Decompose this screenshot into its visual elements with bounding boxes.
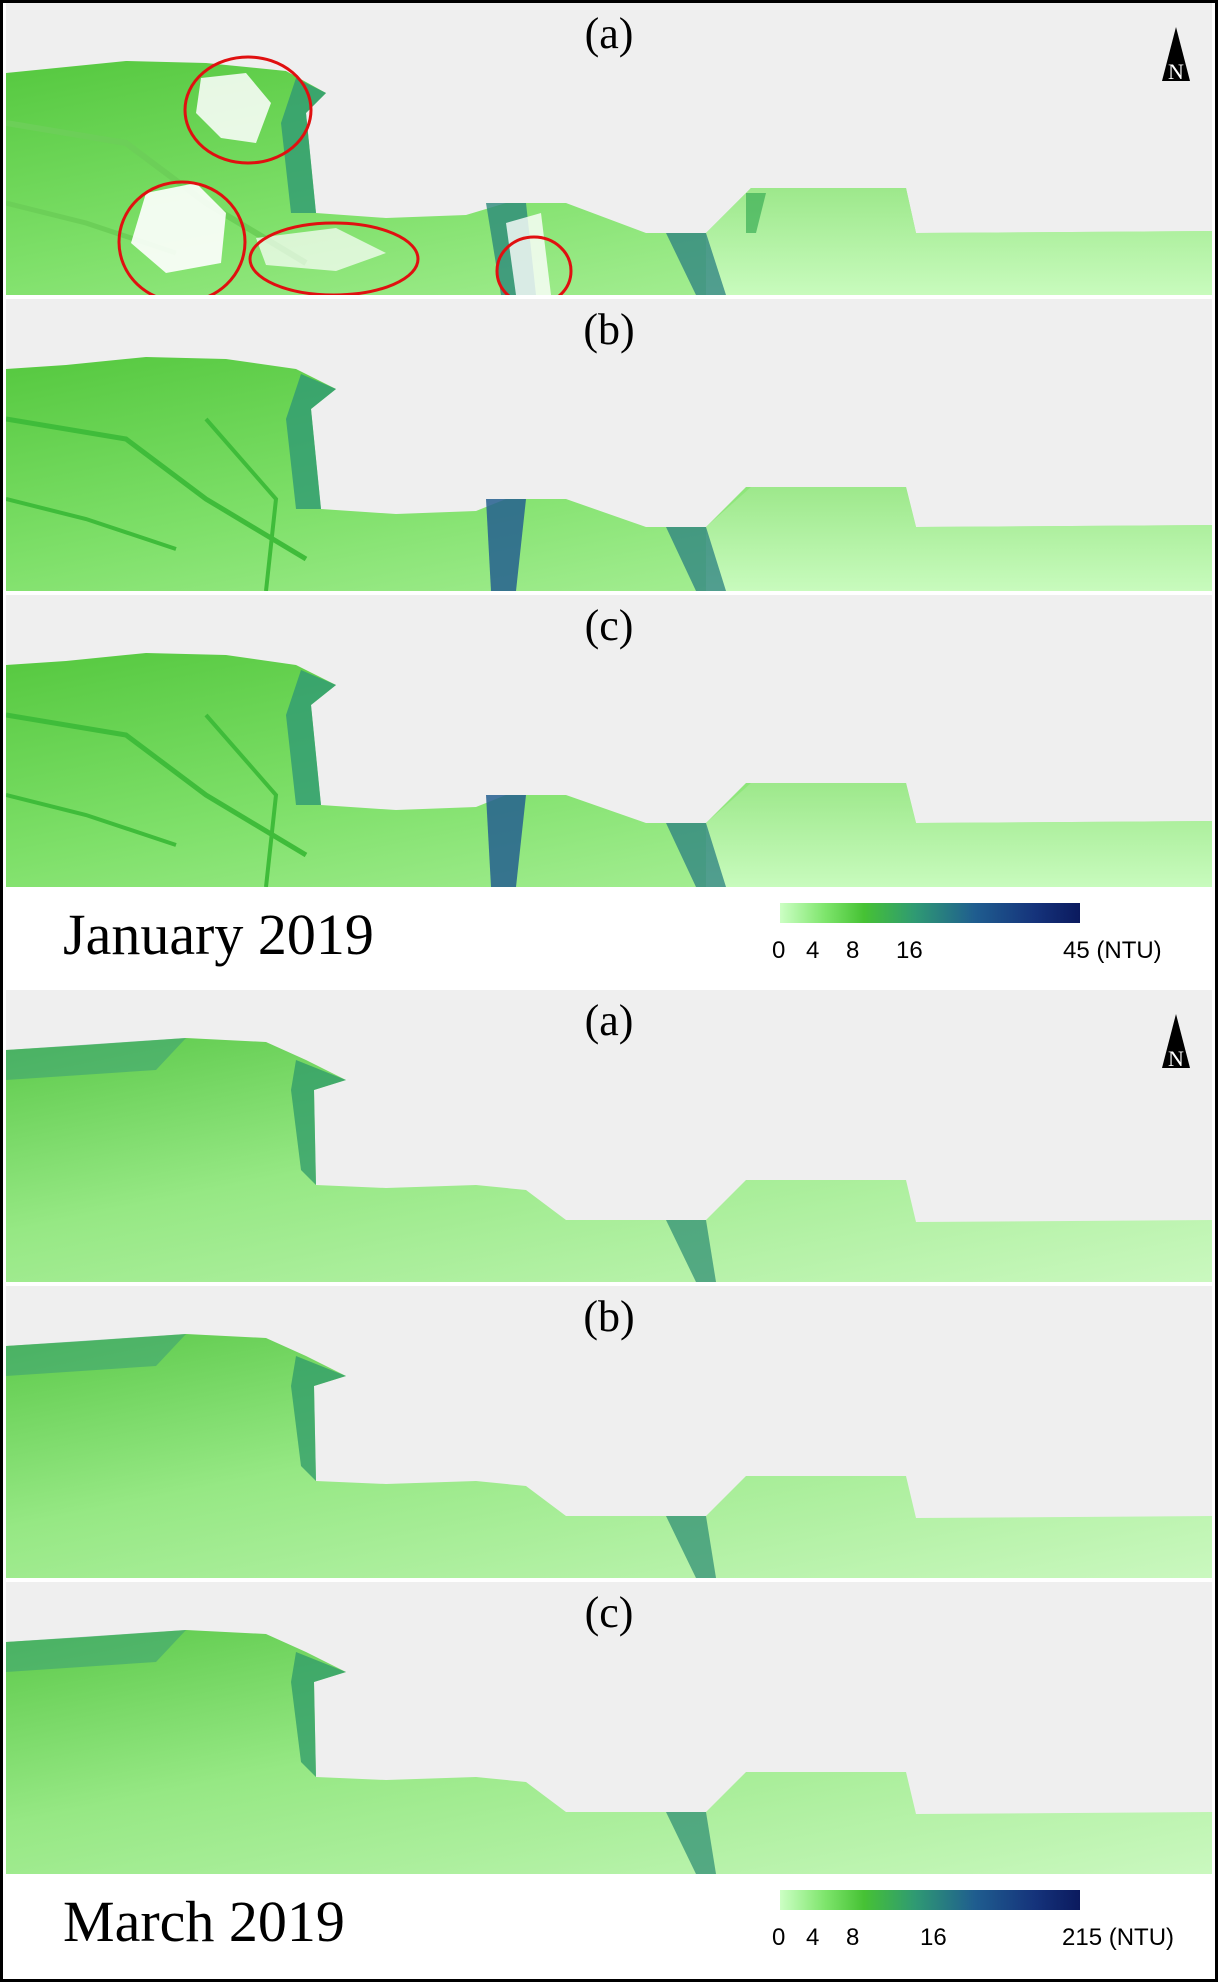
panel-label: (a) [584, 9, 634, 58]
january-panel-a: (a) N [6, 3, 1212, 295]
panel-label: (c) [584, 601, 634, 650]
march-panel-c: (c) [6, 1582, 1212, 1874]
january-2019-block: (a) N (b) [0, 0, 1218, 996]
legend-tick: 4 [806, 1924, 820, 1951]
january-panel-c: (c) [6, 595, 1212, 887]
legend-tick: 215 (NTU) [1062, 1924, 1175, 1951]
turbidity-map [6, 3, 1212, 295]
north-label: N [1168, 59, 1184, 84]
month-title: March 2019 [63, 1889, 345, 1954]
legend-tick: 4 [806, 937, 820, 964]
north-label: N [1168, 1046, 1184, 1071]
legend-colorbar [780, 903, 1080, 923]
turbidity-legend: 0 4 8 16 45 (NTU) [772, 903, 1162, 973]
turbidity-map [6, 595, 1212, 887]
turbidity-legend: 0 4 8 16 215 (NTU) [772, 1890, 1174, 1960]
turbidity-map [6, 299, 1212, 591]
january-panel-b: (b) [6, 299, 1212, 591]
legend-tick: 0 [772, 937, 786, 964]
north-arrow-icon: N [1158, 25, 1194, 85]
legend-tick: 8 [846, 1924, 860, 1951]
legend-tick: 0 [772, 1924, 786, 1951]
panel-label: (c) [584, 1588, 634, 1637]
panel-label: (b) [583, 1292, 635, 1341]
turbidity-map [6, 1582, 1212, 1874]
legend-tick: 45 (NTU) [1063, 937, 1162, 964]
panel-label: (b) [583, 305, 635, 354]
march-panel-a: (a) N [6, 990, 1212, 1282]
march-2019-block: (a) N (b) (c) March 2019 0 [0, 990, 1218, 1982]
legend-colorbar [780, 1890, 1080, 1910]
north-arrow-icon: N [1158, 1012, 1194, 1072]
month-title: January 2019 [63, 902, 374, 967]
legend-tick: 16 [896, 937, 923, 964]
legend-tick: 8 [846, 937, 860, 964]
turbidity-map [6, 990, 1212, 1282]
march-panel-b: (b) [6, 1286, 1212, 1578]
panel-label: (a) [584, 996, 634, 1045]
legend-tick: 16 [920, 1924, 947, 1951]
turbidity-map [6, 1286, 1212, 1578]
